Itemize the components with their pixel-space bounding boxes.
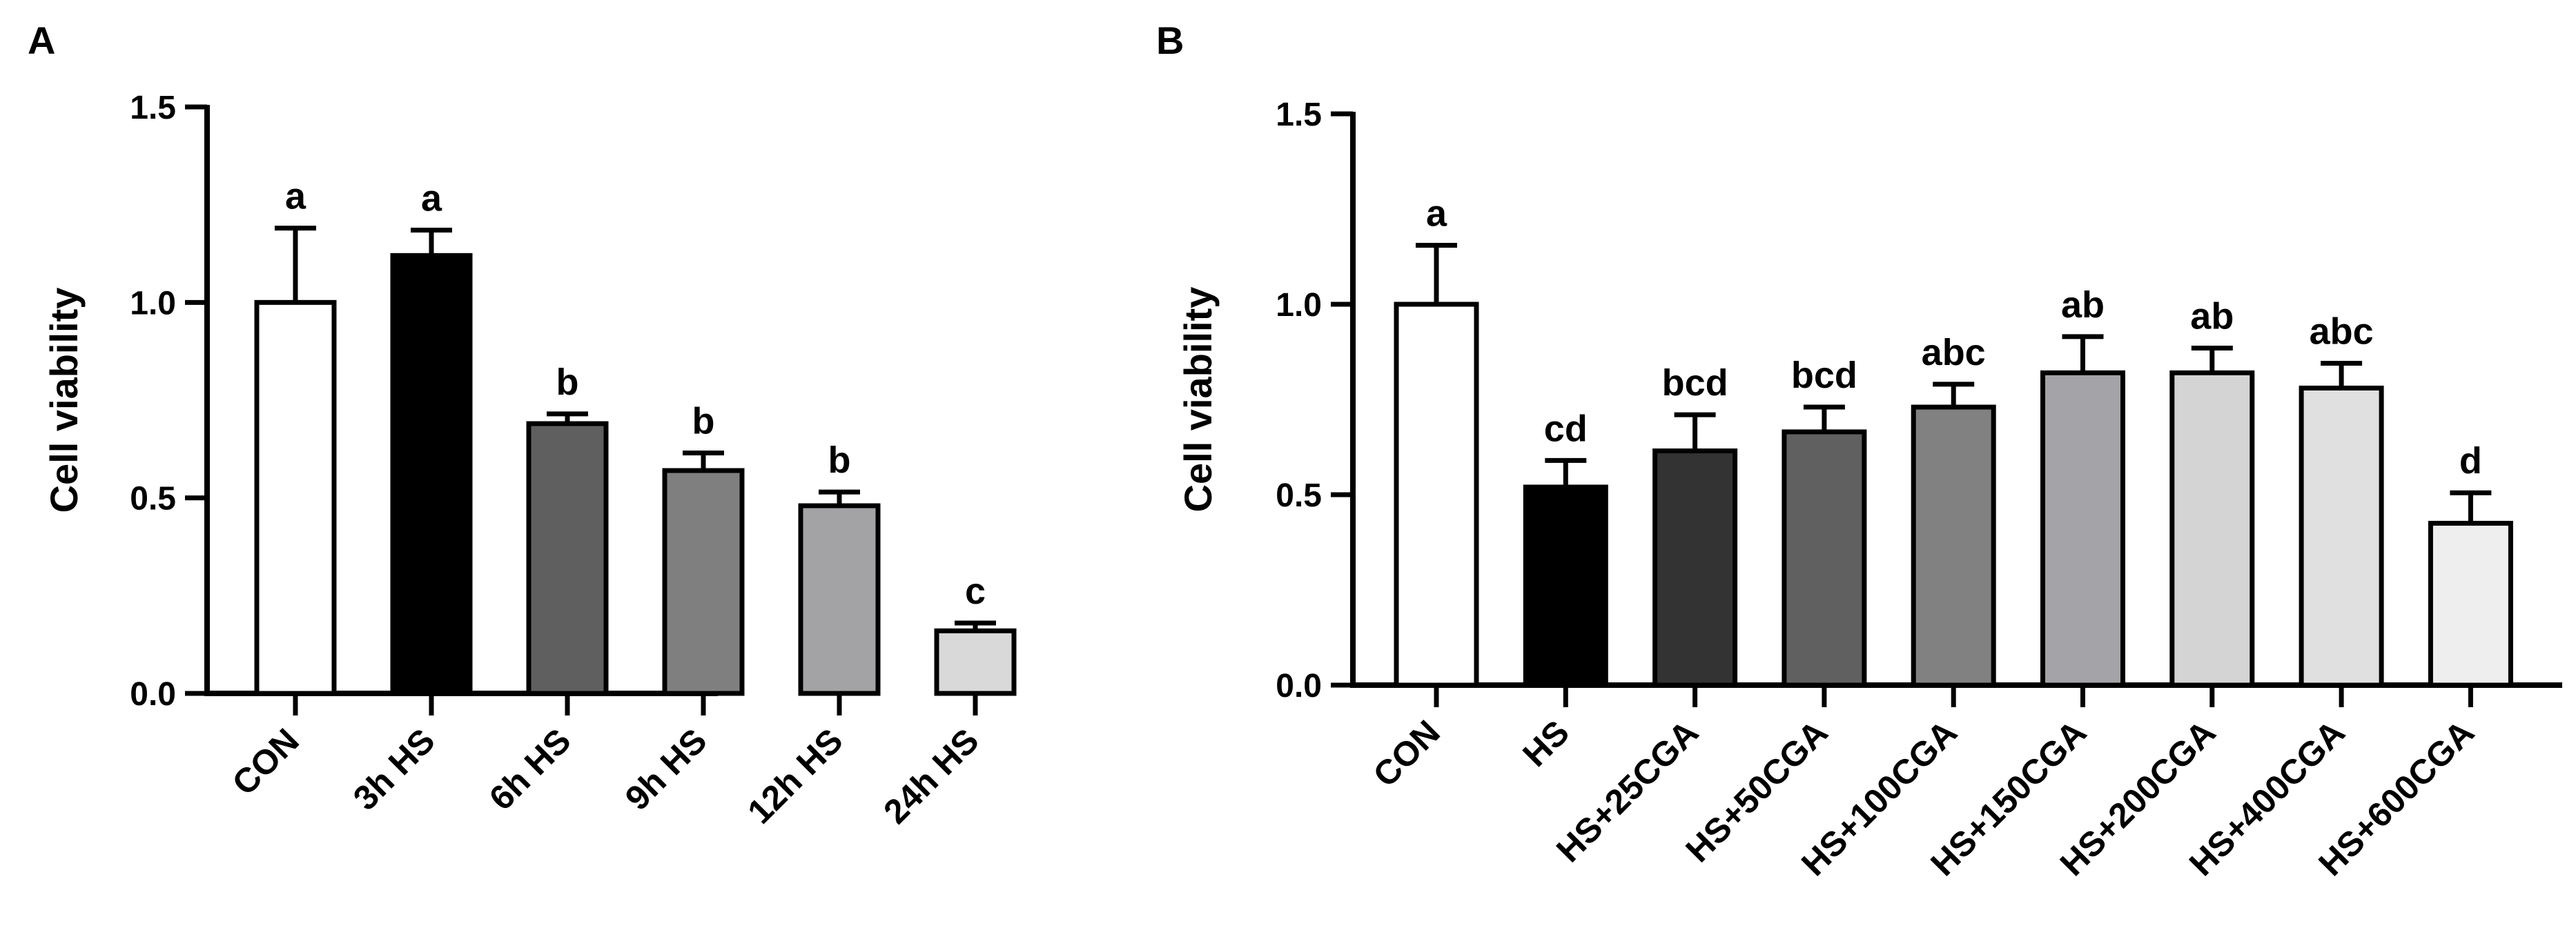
bar-b-5	[2040, 370, 2125, 688]
significance-label-b-3: bcd	[1791, 355, 1857, 396]
bar-b-2	[1652, 448, 1738, 688]
y-tick-label-a-0: 0.0	[130, 676, 176, 713]
panel-label-a: A	[28, 19, 55, 62]
bar-b-4	[1911, 404, 1996, 688]
y-tick-label-a-1: 0.5	[130, 481, 176, 517]
category-label-a-2: 6h HS	[482, 721, 578, 818]
category-label-a-5: 24h HS	[876, 721, 986, 831]
category-label-b-0: CON	[1366, 713, 1447, 794]
bar-a-4	[798, 503, 881, 696]
bar-b-6	[2169, 370, 2255, 688]
significance-label-b-0: a	[1426, 192, 1447, 234]
y-tick-label-a-3: 1.5	[130, 90, 176, 126]
panel-label-b: B	[1156, 19, 1184, 62]
y-tick-label-a-2: 1.0	[130, 285, 176, 322]
significance-label-a-2: b	[556, 362, 579, 403]
category-label-a-1: 3h HS	[346, 721, 442, 818]
bar-b-3	[1782, 429, 1867, 688]
category-label-a-4: 12h HS	[740, 721, 850, 831]
y-tick-label-b-2: 1.0	[1276, 287, 1322, 324]
bar-a-0	[254, 299, 337, 696]
y-axis-title-a: Cell viability	[42, 288, 86, 513]
significance-label-b-8: d	[2459, 440, 2482, 482]
y-tick-label-b-1: 0.5	[1276, 477, 1322, 514]
significance-label-b-6: ab	[2190, 295, 2234, 337]
bar-a-2	[526, 421, 609, 696]
significance-label-a-1: a	[421, 178, 442, 219]
panel-a-bar-chart: A Cell viability 0.0 0.5 1.0 1.5 a CON a 3h HS b 6h…	[28, 19, 1017, 831]
significance-label-a-3: b	[692, 401, 715, 442]
bar-b-8	[2428, 520, 2513, 688]
bar-a-5	[934, 628, 1017, 696]
significance-label-a-0: a	[285, 176, 306, 217]
significance-label-b-1: cd	[1544, 408, 1588, 449]
category-label-a-3: 9h HS	[618, 721, 714, 818]
bar-b-7	[2299, 385, 2384, 688]
significance-label-b-5: ab	[2061, 284, 2105, 326]
bar-b-1	[1523, 484, 1608, 688]
y-tick-label-b-0: 0.0	[1276, 668, 1322, 704]
significance-label-b-7: abc	[2310, 311, 2374, 353]
significance-label-b-4: abc	[1922, 332, 1986, 373]
category-label-b-1: HS	[1515, 713, 1577, 774]
y-axis-title-b: Cell viability	[1176, 287, 1220, 513]
category-label-a-0: CON	[225, 721, 306, 802]
bar-b-0	[1394, 302, 1479, 688]
significance-label-a-5: c	[965, 571, 986, 612]
significance-label-a-4: b	[828, 440, 851, 481]
bar-a-1	[390, 253, 473, 696]
bar-a-3	[662, 468, 745, 696]
significance-label-b-2: bcd	[1662, 362, 1728, 404]
y-tick-label-b-3: 1.5	[1276, 97, 1322, 133]
